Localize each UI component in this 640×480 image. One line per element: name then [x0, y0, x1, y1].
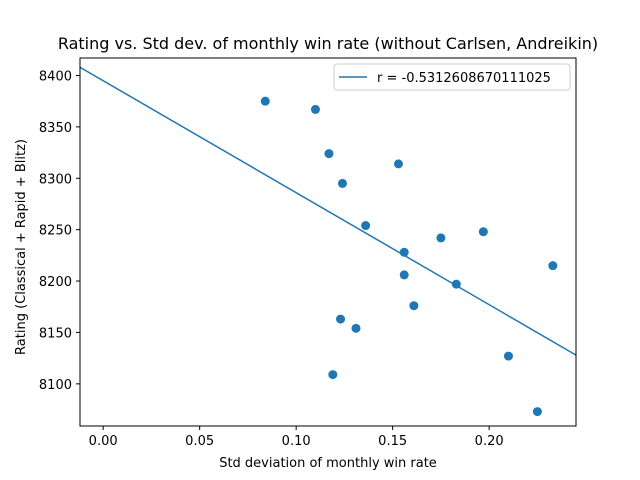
y-axis-ticks: 8100 8150 8200 8250 8300 8350 8400 — [39, 69, 80, 393]
axes-frame — [79, 57, 577, 427]
y-axis-label: Rating (Classical + Rapid + Blitz) — [14, 139, 29, 355]
scatter-point — [361, 221, 371, 231]
scatter-point — [393, 159, 403, 169]
scatter-point — [328, 370, 338, 380]
plot-area — [80, 66, 576, 417]
x-tick-label: 0.00 — [89, 434, 118, 449]
scatter-point — [324, 149, 334, 159]
y-tick-label: 8350 — [39, 121, 72, 136]
x-axis-ticks: 0.00 0.05 0.10 0.15 0.20 — [89, 426, 504, 449]
legend-box — [333, 63, 571, 91]
scatter-point — [336, 314, 346, 324]
x-tick-label: 0.05 — [185, 434, 214, 449]
x-tick-label: 0.10 — [282, 434, 311, 449]
scatter-point — [436, 233, 446, 243]
y-tick-label: 8250 — [39, 224, 72, 239]
x-tick-label: 0.20 — [475, 434, 504, 449]
y-tick-label: 8150 — [39, 326, 72, 341]
legend-label: r = -0.5312608670111025 — [377, 71, 551, 86]
y-tick-label: 8400 — [39, 69, 72, 84]
regression-line — [80, 66, 576, 356]
scatter-point — [451, 279, 461, 289]
chart-title: Rating vs. Std dev. of monthly win rate … — [58, 34, 598, 53]
scatter-point — [503, 351, 513, 361]
scatter-point — [478, 227, 488, 237]
y-tick-label: 8300 — [39, 172, 72, 187]
legend: r = -0.5312608670111025 — [333, 63, 571, 91]
y-tick-label: 8200 — [39, 275, 72, 290]
scatter-point — [409, 301, 419, 311]
y-tick-label: 8100 — [39, 378, 72, 393]
scatter-point — [310, 104, 320, 114]
scatter-point — [337, 178, 347, 188]
scatter-point — [399, 247, 409, 257]
x-axis-label: Std deviation of monthly win rate — [219, 456, 437, 471]
scatter-point — [548, 261, 558, 271]
x-tick-label: 0.15 — [378, 434, 407, 449]
scatter-point — [351, 323, 361, 333]
scatter-point — [399, 270, 409, 280]
scatter-point — [260, 96, 270, 106]
scatter-point — [532, 407, 542, 417]
